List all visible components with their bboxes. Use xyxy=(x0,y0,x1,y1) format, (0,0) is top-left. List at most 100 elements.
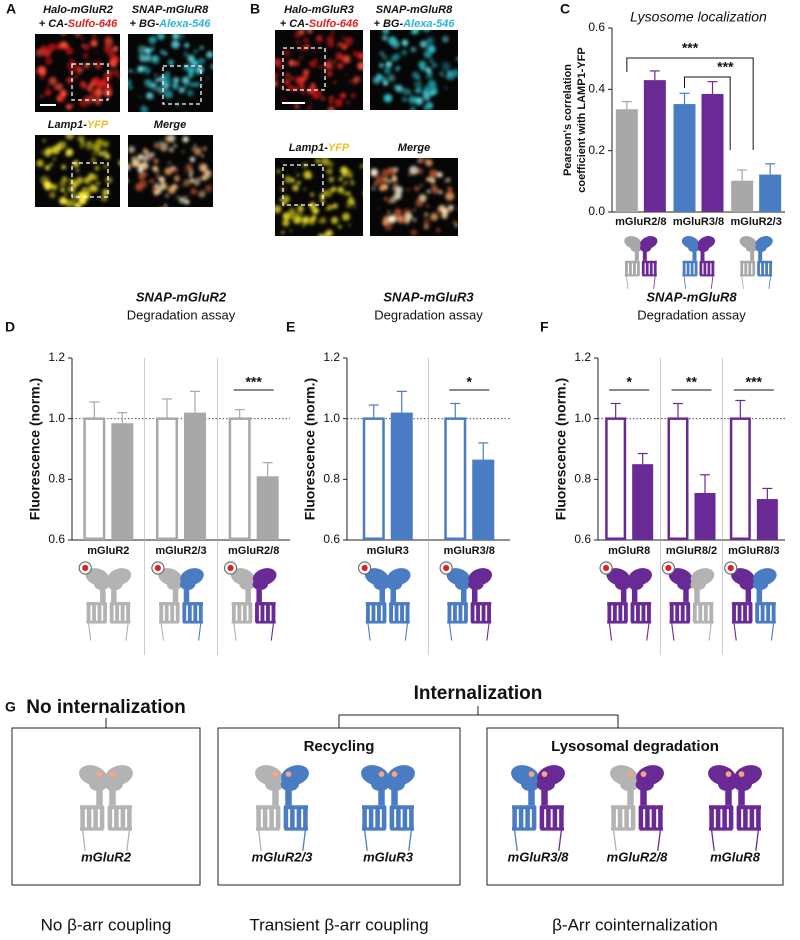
blob xyxy=(444,87,448,90)
receptor-tm-bottom xyxy=(390,827,414,831)
blob xyxy=(270,71,273,74)
blob xyxy=(335,52,344,61)
blob xyxy=(84,95,94,105)
label-part: YFP xyxy=(87,119,109,131)
blob xyxy=(217,62,219,64)
receptor-tm xyxy=(707,260,711,276)
y-axis-label: Fluorescence (norm.) xyxy=(553,378,569,520)
x-tick-label: mGluR2/3 xyxy=(155,545,206,557)
blob xyxy=(301,78,305,82)
receptor-tm xyxy=(771,602,776,623)
receptor-tm xyxy=(396,805,401,830)
caption: No β-arr coupling xyxy=(41,915,172,934)
blob xyxy=(151,82,157,88)
blob xyxy=(334,98,343,107)
blob xyxy=(103,164,107,169)
blob xyxy=(312,215,316,219)
blob xyxy=(45,57,53,65)
blob xyxy=(79,142,85,149)
blob xyxy=(59,41,68,50)
blob xyxy=(138,52,142,57)
receptor-tm-bottom xyxy=(389,620,410,624)
blob xyxy=(427,69,432,74)
receptor-tm xyxy=(80,805,85,830)
blob xyxy=(279,198,283,202)
blob xyxy=(65,148,74,156)
receptor-tail xyxy=(363,829,368,851)
blob xyxy=(331,216,339,225)
ligand xyxy=(391,771,398,777)
y-tick-label: 0.6 xyxy=(323,532,340,546)
receptor-tm xyxy=(630,805,636,830)
receptor-tm-top xyxy=(86,602,107,606)
blob xyxy=(412,218,417,222)
chart-subtitle: Degradation assay xyxy=(127,307,236,322)
receptor-tm-bottom xyxy=(642,274,657,277)
blob xyxy=(284,175,292,184)
receptor-tm-top xyxy=(447,602,468,606)
blob xyxy=(198,190,206,198)
receptor-tm xyxy=(709,602,714,623)
bar xyxy=(256,476,279,540)
blob xyxy=(423,104,430,110)
receptor-tm xyxy=(182,602,187,623)
blob xyxy=(348,80,351,83)
blob xyxy=(316,90,323,97)
blob xyxy=(159,143,169,152)
blob xyxy=(142,148,148,154)
blob xyxy=(338,41,343,47)
receptor-tail xyxy=(513,829,518,851)
bar xyxy=(472,459,495,540)
image-label: Merge xyxy=(154,119,186,131)
blob xyxy=(325,229,333,236)
y-tick-label: 0.4 xyxy=(588,82,605,96)
blob xyxy=(331,66,335,70)
receptor-tm-top xyxy=(757,260,773,264)
blob xyxy=(158,88,164,94)
blob xyxy=(426,88,429,91)
blob xyxy=(73,186,77,190)
receptor-tail xyxy=(768,275,771,289)
blob xyxy=(309,59,317,68)
bar xyxy=(156,417,178,540)
chart-title: Lysosome localization xyxy=(630,9,767,25)
blob xyxy=(92,34,97,39)
image-label: SNAP-mGluR8 xyxy=(132,4,209,16)
receptor-tm xyxy=(645,260,649,276)
receptor-tm xyxy=(749,805,755,830)
blob xyxy=(36,159,44,167)
x-tick-label: mGluR3 xyxy=(367,545,409,557)
blob xyxy=(290,178,295,183)
blob xyxy=(327,106,335,110)
blob xyxy=(184,199,190,205)
blob xyxy=(152,46,155,49)
receptor-icon xyxy=(610,765,664,851)
receptor-tail xyxy=(733,622,737,641)
blob xyxy=(445,177,451,183)
blob xyxy=(108,75,113,80)
ligand xyxy=(541,771,548,777)
receptor-tail xyxy=(683,275,687,289)
receptor-tm-bottom xyxy=(709,827,733,831)
receptor-tm xyxy=(271,602,276,623)
blob xyxy=(327,76,330,79)
blob xyxy=(183,113,189,119)
blob xyxy=(377,207,380,210)
blob xyxy=(342,182,346,186)
blob xyxy=(288,59,295,67)
blob xyxy=(419,40,428,48)
blob xyxy=(105,176,113,184)
receptor-tm xyxy=(690,260,694,276)
microscopy xyxy=(35,30,458,236)
blob xyxy=(442,35,449,43)
bar xyxy=(701,93,724,212)
caption: Transient β-arr coupling xyxy=(249,915,428,934)
receptor-tail xyxy=(257,829,262,851)
receptor-tm xyxy=(193,602,198,623)
blob xyxy=(195,65,204,74)
image-label: Lamp1-YFP xyxy=(289,142,350,154)
blob xyxy=(319,193,325,199)
receptor-tm xyxy=(769,260,772,276)
receptor-tail xyxy=(710,829,715,851)
receptor-tail xyxy=(125,622,129,641)
